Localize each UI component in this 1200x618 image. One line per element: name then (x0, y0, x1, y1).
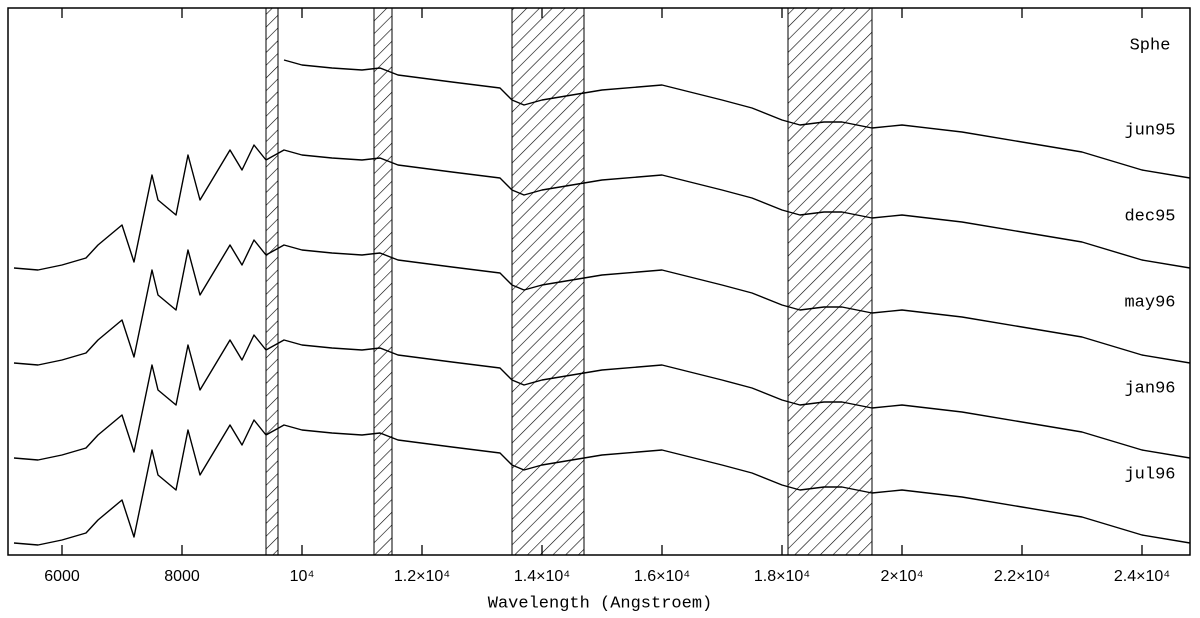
spectrum-line (13, 239, 1191, 366)
x-tick-label: 2×10⁴ (881, 568, 924, 585)
x-tick-label: 1.6×10⁴ (634, 568, 690, 585)
x-tick-label: 2.2×10⁴ (994, 568, 1050, 585)
hatched-region (265, 7, 279, 556)
x-tick-label: 8000 (164, 568, 200, 585)
series-label: may96 (1124, 293, 1175, 312)
x-tick-label: 6000 (44, 568, 80, 585)
x-tick-label: 1.8×10⁴ (754, 568, 810, 585)
series-label: jun95 (1124, 121, 1175, 140)
spectrum-line (283, 59, 1191, 179)
x-axis-title: Wavelength (Angstroem) (488, 594, 712, 613)
annotation: Sphe (1130, 36, 1171, 55)
spectrum-line (13, 144, 1191, 271)
spectrum-line (13, 419, 1191, 546)
x-tick-label: 10⁴ (290, 568, 315, 585)
plot-frame (7, 7, 1191, 556)
series-label: jul96 (1124, 465, 1175, 484)
spectrum-line (13, 334, 1191, 461)
x-tick-label: 1.2×10⁴ (394, 568, 450, 585)
series-label: dec95 (1124, 207, 1175, 226)
x-tick-label: 1.4×10⁴ (514, 568, 570, 585)
hatched-region (787, 7, 873, 556)
series-label: jan96 (1124, 379, 1175, 398)
hatched-region (373, 7, 393, 556)
hatched-region (511, 7, 585, 556)
x-tick-label: 2.4×10⁴ (1114, 568, 1170, 585)
